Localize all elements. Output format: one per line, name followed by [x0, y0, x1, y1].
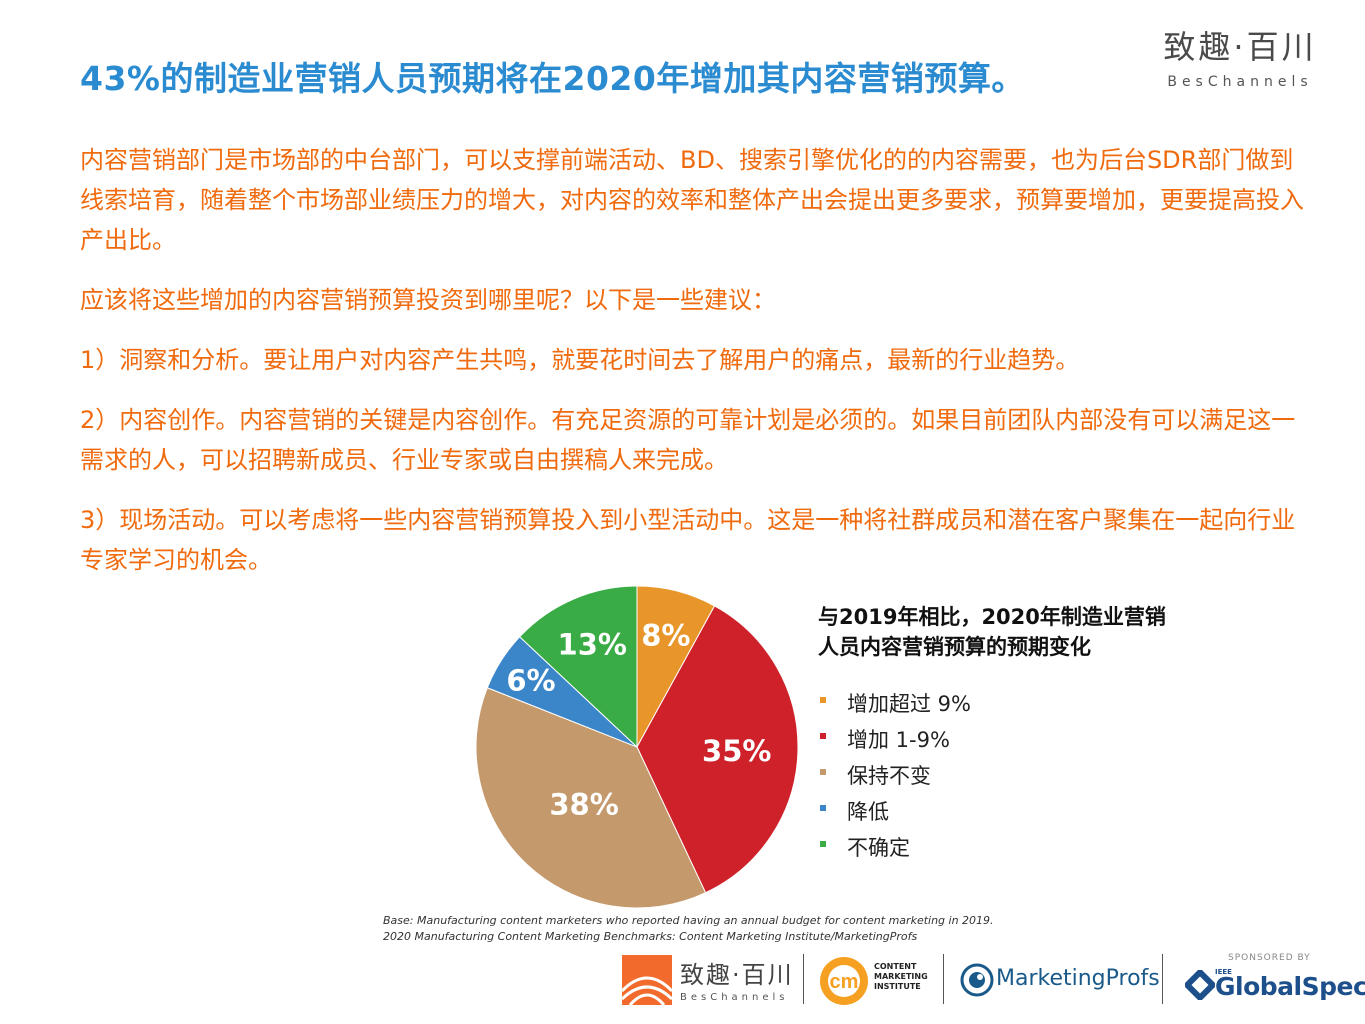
ieee-label: IEEE [1215, 968, 1232, 976]
legend-swatch [820, 805, 826, 811]
page-title: 43%的制造业营销人员预期将在2020年增加其内容营销预算。 [80, 59, 1025, 98]
cmi-line-1: CONTENT [874, 962, 917, 971]
beschannels-footer: 致趣·百川 BesChannels [680, 955, 794, 1003]
cmi-line-3: INSTITUTE [874, 982, 921, 991]
legend-label: 增加超过 9% [847, 692, 971, 716]
cmi-logo-icon: cm [820, 957, 868, 1005]
note-source: 2020 Manufacturing Content Marketing Ben… [383, 930, 918, 943]
chart-title: 与2019年相比，2020年制造业营销人员内容营销预算的预期变化 [818, 605, 1166, 659]
footer-divider [803, 954, 804, 1004]
pie-slice [518, 585, 638, 749]
question-line: 应该将这些增加的内容营销预算投资到哪里呢？以下是一些建议： [80, 286, 776, 314]
pie-slice-label: 8% [641, 619, 690, 653]
beschannels-footer-cn: 致趣·百川 [680, 961, 794, 989]
globalspec-logo-icon [1185, 970, 1215, 1000]
beschannels-footer-en: BesChannels [680, 992, 789, 1003]
brand-logo-cn: 致趣·百川 [1163, 28, 1317, 66]
suggestion-3: 3）现场活动。可以考虑将一些内容营销预算投入到小型活动中。这是一种将社群成员和潜… [80, 506, 1296, 574]
pie-slice [475, 687, 707, 909]
cmi-line-2: MARKETING [874, 972, 928, 981]
legend-swatch [820, 697, 826, 703]
footer-divider [943, 954, 944, 1004]
marketingprofs-logo-text: MarketingProfs [996, 966, 1160, 991]
brand-logo: 致趣·百川 BesChannels [1160, 22, 1320, 90]
intro-paragraph: 内容营销部门是市场部的中台部门，可以支撑前端活动、BD、搜索引擎优化的的内容需要… [80, 146, 1304, 254]
legend-label: 降低 [847, 800, 889, 824]
suggestion-2: 2）内容创作。内容营销的关键是内容创作。有充足资源的可靠计划是必须的。如果目前团… [80, 406, 1296, 474]
cmi-logo-text: CONTENT MARKETING INSTITUTE [874, 962, 928, 992]
footer-divider [1162, 954, 1163, 1004]
legend-swatch [820, 733, 826, 739]
legend-label: 增加 1-9% [847, 728, 950, 752]
suggestion-1: 1）洞察和分析。要让用户对内容产生共鸣，就要花时间去了解用户的痛点，最新的行业趋… [80, 346, 1080, 374]
legend-swatch [820, 769, 826, 775]
pie-slice-label: 13% [558, 628, 627, 662]
brand-logo-en: BesChannels [1167, 74, 1313, 90]
legend-swatch [820, 841, 826, 847]
pie-slice-label: 35% [702, 734, 771, 768]
marketingprofs-logo-icon [960, 963, 994, 997]
legend-label: 保持不变 [847, 764, 931, 788]
pie-slice-label: 38% [549, 787, 618, 821]
legend-label: 不确定 [847, 836, 910, 860]
note-base: Base: Manufacturing content marketers wh… [383, 914, 994, 927]
sponsored-by-label: SPONSORED BY [1228, 953, 1311, 963]
cmi-logo-mark: cm [830, 971, 859, 993]
pie-slice [636, 605, 799, 894]
pie-slice-label: 6% [506, 664, 555, 698]
globalspec-logo-text: GlobalSpec [1215, 972, 1365, 1001]
beschannels-logo-icon [622, 955, 672, 1005]
chart-notes: Base: Manufacturing content marketers wh… [383, 913, 994, 945]
